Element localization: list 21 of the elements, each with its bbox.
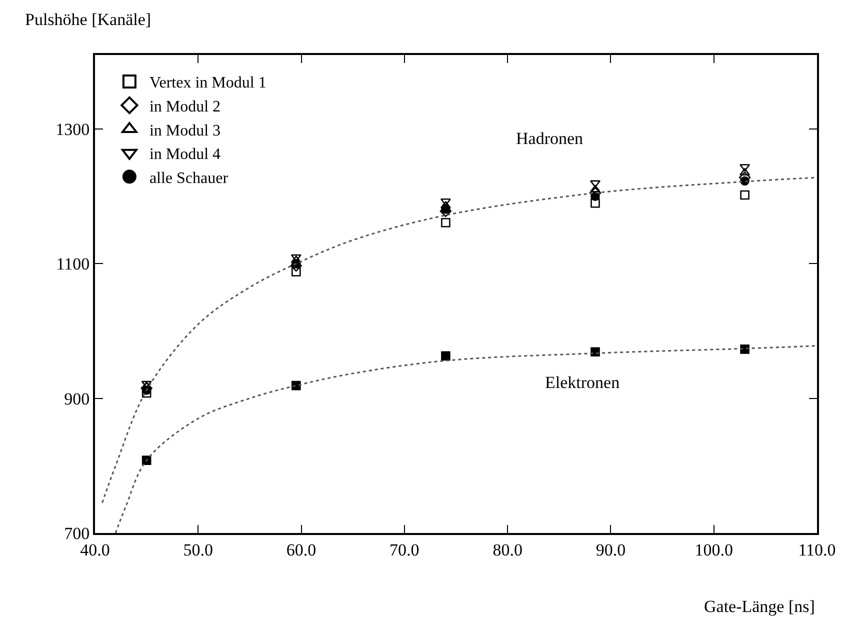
x-tick-label: 90.0: [596, 540, 626, 560]
x-tick-label: 50.0: [183, 540, 214, 560]
y-tick-label: 1300: [56, 120, 90, 140]
legend-label: in Modul 2: [149, 98, 221, 116]
x-tick-label: 70.0: [390, 540, 420, 560]
legend-label: in Modul 4: [149, 146, 221, 164]
x-tick-label: 80.0: [492, 540, 522, 560]
legend-label: Vertex in Modul 1: [149, 74, 266, 92]
annotation: Hadronen: [516, 129, 584, 148]
x-tick-label: 40.0: [80, 540, 110, 560]
annotation: Elektronen: [545, 373, 620, 392]
x-tick-label: 60.0: [286, 540, 316, 560]
legend-label: in Modul 3: [149, 122, 221, 140]
y-tick-label: 700: [64, 524, 90, 543]
y-tick-label: 1100: [56, 254, 90, 274]
x-tick-label: 100.0: [694, 540, 733, 560]
legend-label: alle Schauer: [149, 170, 229, 187]
x-axis-title: Gate-Länge [ns]: [704, 597, 815, 616]
x-tick-label: 110.0: [798, 540, 836, 560]
y-axis-title: Pulshöhe [Kanäle]: [25, 10, 152, 29]
y-tick-label: 900: [64, 389, 90, 408]
